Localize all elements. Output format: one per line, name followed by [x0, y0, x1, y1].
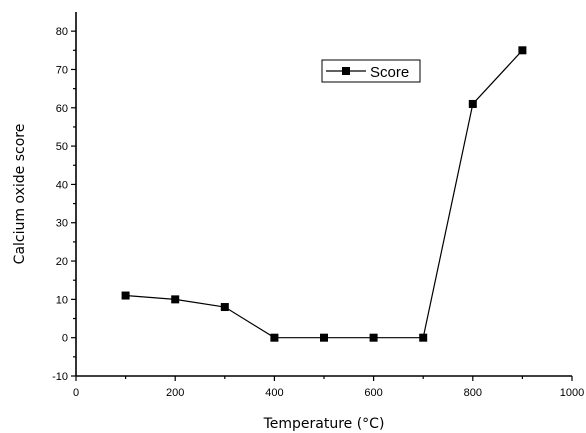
legend: Score: [321, 59, 421, 83]
y-tick-label-10: 10: [56, 294, 68, 306]
data-point: [369, 333, 378, 342]
x-tick-label-200: 200: [166, 387, 184, 399]
y-tick-label-60: 60: [56, 103, 68, 115]
y-tick-label-20: 20: [56, 256, 68, 268]
series-layer: [121, 46, 527, 342]
y-tick-label-80: 80: [56, 26, 68, 38]
x-tick-label-0: 0: [73, 387, 79, 399]
data-point: [320, 333, 328, 342]
y-tick-label-40: 40: [56, 179, 68, 191]
y-tick-label-0: 0: [62, 333, 68, 345]
legend-marker: [342, 67, 350, 75]
data-point: [468, 99, 477, 108]
data-point: [518, 46, 527, 55]
data-point: [270, 333, 279, 342]
x-axis-title: Temperature (°C): [263, 416, 385, 432]
y-tick-label--10: -10: [52, 371, 68, 383]
x-tick-label-1000: 1000: [560, 387, 584, 399]
x-tick-label-800: 800: [464, 387, 482, 399]
x-tick-label-600: 600: [364, 387, 382, 399]
legend-label: Score: [370, 64, 409, 81]
data-point: [419, 333, 428, 342]
series-line-0: [125, 49, 523, 339]
x-tick-label-400: 400: [265, 387, 283, 399]
data-point: [171, 295, 180, 304]
y-axis-ticks: -10 0 10 20 30 40 50 60 70 80: [52, 26, 76, 383]
y-tick-label-50: 50: [56, 141, 68, 153]
legend-box: [321, 59, 421, 83]
y-tick-label-30: 30: [56, 218, 68, 230]
data-point: [220, 303, 229, 312]
y-axis-title: Calcium oxide score: [12, 124, 28, 265]
y-tick-label-70: 70: [56, 64, 68, 76]
data-point: [121, 291, 130, 300]
x-axis-ticks: 0 200 400 600 800 1000: [73, 376, 584, 399]
